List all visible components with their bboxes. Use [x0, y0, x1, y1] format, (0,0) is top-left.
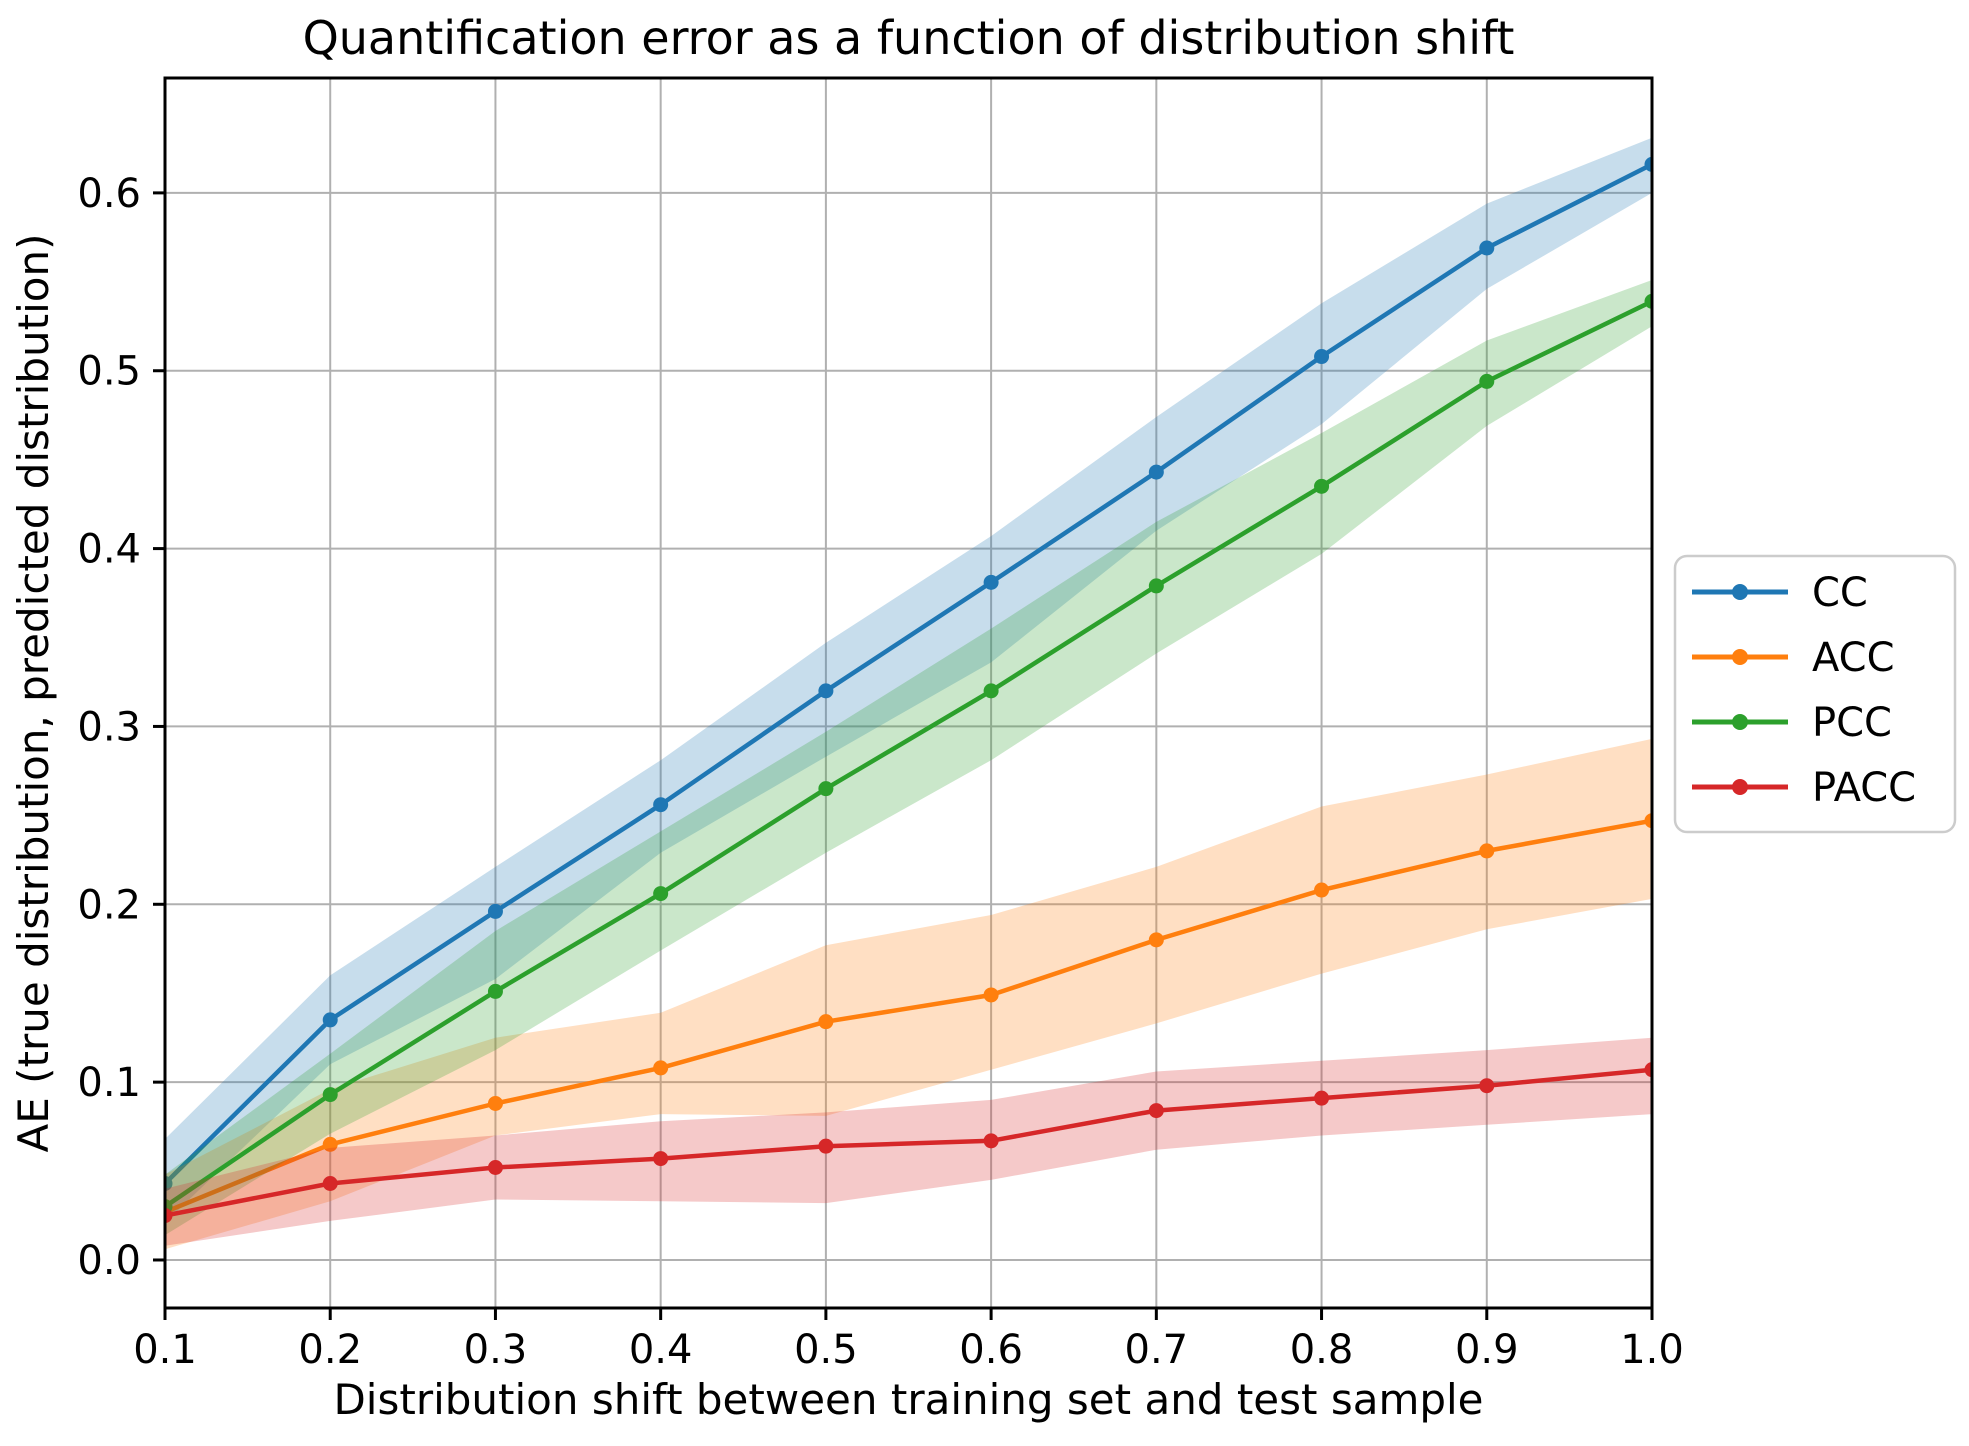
x-axis-label: Distribution shift between training set … — [333, 1375, 1483, 1424]
cc-marker-x0.4 — [653, 797, 669, 813]
acc-confidence-band — [165, 738, 1652, 1250]
legend-marker-pcc — [1732, 714, 1748, 730]
y-tick-label-0.0: 0.0 — [77, 1238, 141, 1284]
legend-label-pacc: PACC — [1812, 765, 1916, 811]
pacc-marker-x0.4 — [653, 1151, 669, 1167]
pacc-marker-x0.5 — [818, 1138, 834, 1154]
cc-marker-x0.8 — [1314, 349, 1330, 365]
cc-marker-x0.9 — [1479, 240, 1495, 256]
x-tick-label-0.6: 0.6 — [959, 1327, 1023, 1373]
cc-line — [165, 162, 1652, 1186]
y-tick-label-0.4: 0.4 — [77, 527, 141, 573]
legend-label-acc: ACC — [1812, 635, 1895, 681]
pcc-marker-x0.5 — [818, 781, 834, 797]
x-tick-label-0.7: 0.7 — [1125, 1327, 1189, 1373]
cc-marker-x0.2 — [322, 1012, 338, 1028]
legend-entry-acc: ACC — [1692, 635, 1895, 681]
pacc-marker-x0.8 — [1314, 1090, 1330, 1106]
legend-label-cc: CC — [1812, 570, 1868, 616]
y-tick-label-0.3: 0.3 — [77, 704, 141, 750]
legend-marker-cc — [1732, 584, 1748, 600]
legend-marker-pacc — [1732, 779, 1748, 795]
legend-entry-pacc: PACC — [1692, 765, 1916, 811]
cc-marker-x0.5 — [818, 683, 834, 699]
acc-marker-x0.7 — [1148, 932, 1164, 948]
legend-box — [1673, 554, 1957, 834]
y-tick-label-0.1: 0.1 — [77, 1060, 141, 1106]
cc-marker-x1.0 — [1644, 156, 1652, 172]
cc-marker-x0.3 — [487, 903, 503, 919]
acc-marker-x0.3 — [487, 1095, 503, 1111]
pcc-confidence-band — [165, 280, 1652, 1236]
cc-marker-x0.1 — [165, 1176, 173, 1192]
acc-marker-x0.5 — [818, 1014, 834, 1030]
x-tick-label-0.5: 0.5 — [794, 1327, 858, 1373]
acc-marker-x0.8 — [1314, 882, 1330, 898]
cc-confidence-band — [165, 137, 1652, 1223]
acc-marker-x0.9 — [1479, 843, 1495, 859]
pacc-marker-x0.1 — [165, 1208, 173, 1224]
acc-marker-x0.2 — [322, 1136, 338, 1152]
x-tick-label-0.9: 0.9 — [1455, 1327, 1519, 1373]
plot-series-group — [165, 137, 1652, 1250]
pcc-line — [165, 299, 1652, 1209]
pacc-marker-x0.9 — [1479, 1078, 1495, 1094]
legend-label-pcc: PCC — [1812, 700, 1892, 746]
pcc-marker-x0.7 — [1148, 578, 1164, 594]
x-tick-label-0.4: 0.4 — [629, 1327, 693, 1373]
x-tick-label-0.3: 0.3 — [464, 1327, 528, 1373]
y-tick-label-0.6: 0.6 — [77, 171, 141, 217]
pcc-marker-x0.3 — [487, 983, 503, 999]
acc-line — [165, 818, 1652, 1215]
cc-marker-x0.7 — [1148, 464, 1164, 480]
chart-title: Quantification error as a function of di… — [303, 11, 1515, 65]
tick-marks-group — [153, 191, 1654, 1320]
y-axis-label: AE (true distribution, predicted distrib… — [9, 234, 58, 1153]
pcc-marker-x0.9 — [1479, 373, 1495, 389]
axes-spines — [163, 76, 1654, 1310]
pacc-marker-x0.7 — [1148, 1103, 1164, 1119]
y-tick-label-0.5: 0.5 — [77, 349, 141, 395]
legend-marker-acc — [1732, 649, 1748, 665]
x-tick-label-1.0: 1.0 — [1620, 1327, 1684, 1373]
pacc-marker-x0.6 — [983, 1133, 999, 1149]
pcc-marker-x0.8 — [1314, 478, 1330, 494]
pcc-marker-x1.0 — [1644, 293, 1652, 309]
pacc-marker-x0.2 — [322, 1176, 338, 1192]
legend-entry-pcc: PCC — [1692, 700, 1892, 746]
pcc-marker-x0.4 — [653, 886, 669, 902]
x-tick-label-0.8: 0.8 — [1290, 1327, 1354, 1373]
acc-marker-x0.6 — [983, 987, 999, 1003]
pacc-line — [165, 1067, 1652, 1218]
pacc-marker-x1.0 — [1644, 1062, 1652, 1078]
tick-labels-group: 0.1 0.2 0.3 0.4 0.5 0.6 0.7 0.8 0.9 1.0 0.0 0.1 0.2 0… — [77, 171, 1683, 1373]
acc-marker-x0.4 — [653, 1060, 669, 1076]
acc-marker-x1.0 — [1644, 813, 1652, 829]
pcc-marker-x0.2 — [322, 1087, 338, 1103]
x-tick-label-0.2: 0.2 — [298, 1327, 362, 1373]
pcc-marker-x0.6 — [983, 683, 999, 699]
pacc-marker-x0.3 — [487, 1159, 503, 1175]
x-tick-label-0.1: 0.1 — [133, 1327, 197, 1373]
y-tick-label-0.2: 0.2 — [77, 882, 141, 928]
cc-marker-x0.6 — [983, 574, 999, 590]
legend: CC ACC PCC PACC — [1673, 554, 1957, 834]
legend-entry-cc: CC — [1692, 570, 1868, 616]
